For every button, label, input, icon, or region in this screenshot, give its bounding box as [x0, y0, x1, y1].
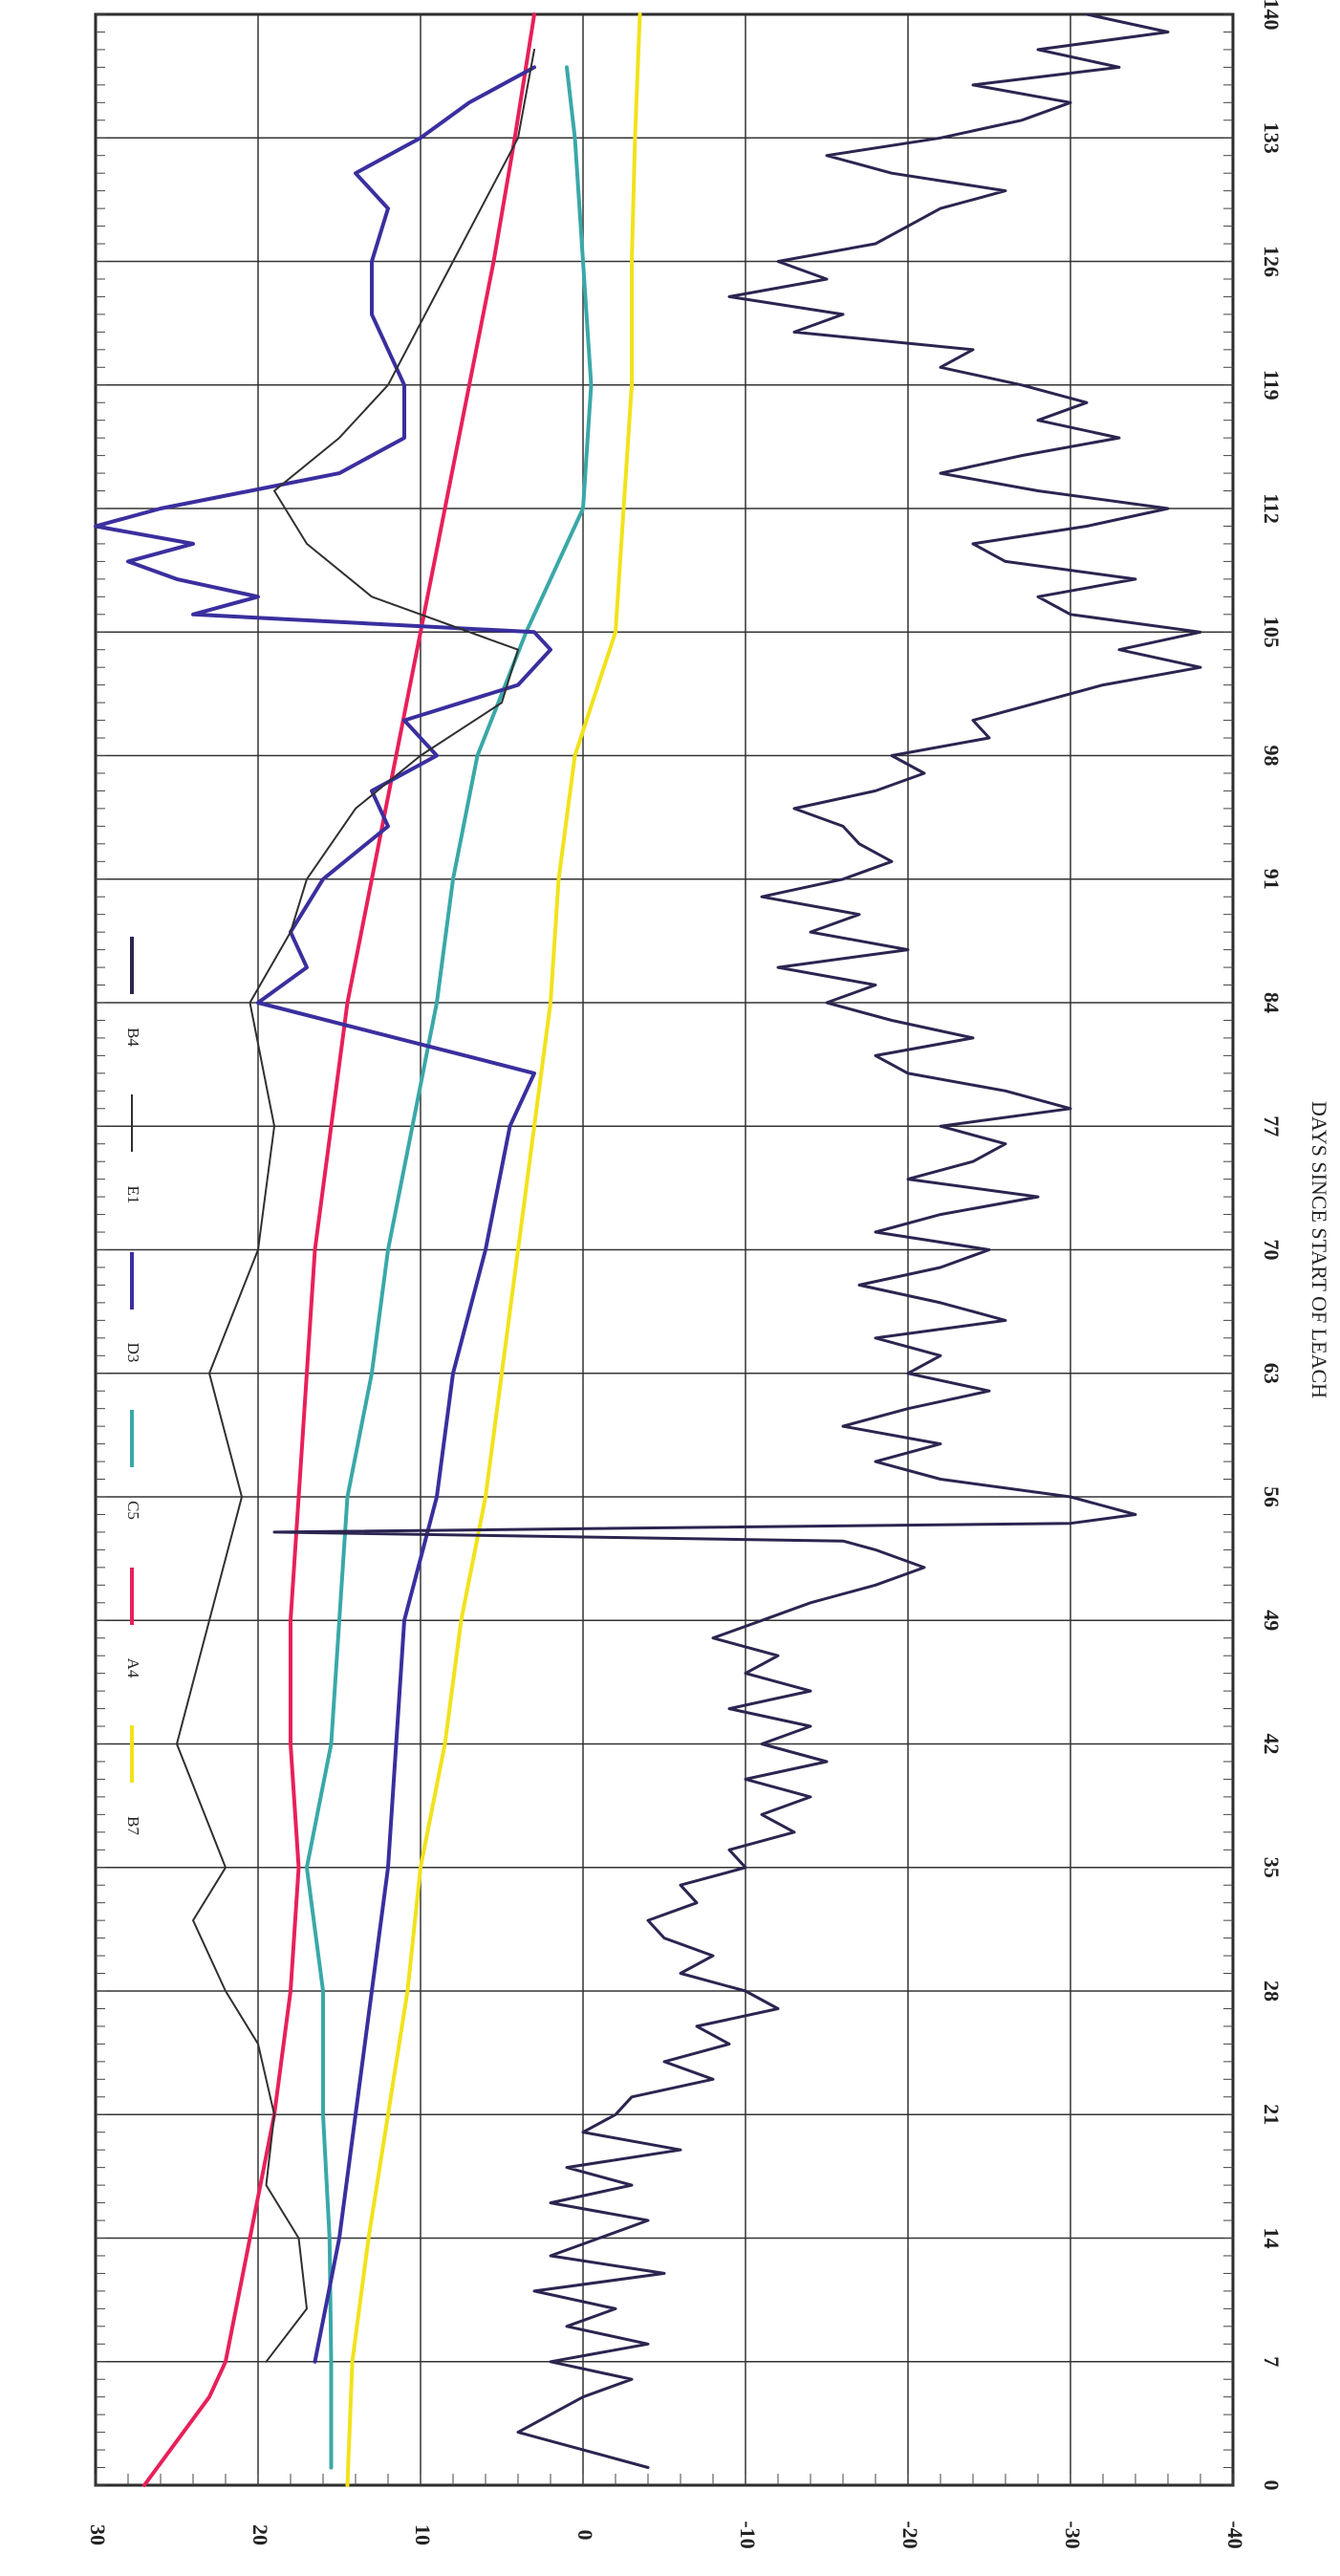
x-tick-label: 56: [1260, 1486, 1284, 1507]
x-tick-label: 42: [1260, 1734, 1284, 1755]
x-tick-label: 35: [1260, 1857, 1284, 1878]
x-tick-label: 105: [1260, 617, 1284, 648]
y-tick-label: -40: [1223, 2521, 1247, 2548]
x-tick-label: 63: [1260, 1363, 1284, 1384]
legend: B7 A4 C5 D3 E1 B4: [124, 937, 142, 1835]
series-d3-line: [94, 65, 552, 2364]
x-tick-label: 14: [1260, 2228, 1284, 2249]
x-tick-label: 112: [1260, 493, 1284, 524]
minor-ticks: [95, 13, 1234, 2486]
y-tick-label: -30: [1061, 2521, 1085, 2548]
series-c5-line: [305, 65, 594, 2470]
legend-label-b7: B7: [124, 1816, 142, 1835]
x-tick-label: 49: [1260, 1610, 1284, 1631]
x-tick-label: 126: [1260, 246, 1284, 277]
legend-label-c5: C5: [124, 1501, 142, 1520]
series-e1-line: [176, 48, 535, 2363]
series-b4-line: [272, 12, 1202, 2469]
grid: [95, 13, 1234, 2486]
legend-label-b4: B4: [124, 1028, 142, 1047]
x-tick-label: 7: [1260, 2356, 1284, 2367]
series-b7-line: [345, 12, 642, 2487]
x-tick-label: 77: [1260, 1115, 1284, 1136]
legend-label-e1: E1: [124, 1186, 142, 1204]
y-tick-label: -20: [898, 2521, 922, 2548]
x-axis-tick-labels: 0 7 14 21 28 35 42 49 56 63 70 77 84 91 98 105 112 119 126…: [1260, 0, 1284, 2491]
y-tick-label: 10: [411, 2524, 435, 2545]
x-axis-title: DAYS SINCE START OF LEACH: [1308, 1101, 1331, 1398]
x-tick-label: 119: [1260, 370, 1284, 400]
x-tick-label: 98: [1260, 746, 1284, 767]
x-tick-label: 84: [1260, 992, 1284, 1013]
y-tick-label: 0: [573, 2530, 597, 2541]
x-tick-label: 140: [1260, 0, 1284, 31]
x-tick-label: 91: [1260, 869, 1284, 890]
x-tick-label: 21: [1260, 2104, 1284, 2125]
series-a4-line: [142, 12, 536, 2487]
x-tick-label: 28: [1260, 1981, 1284, 2002]
y-tick-label: -10: [736, 2521, 760, 2548]
y-tick-label: 20: [249, 2524, 272, 2545]
x-tick-label: 0: [1260, 2480, 1284, 2491]
x-tick-label: 70: [1260, 1240, 1284, 1261]
legend-label-d3: D3: [124, 1343, 142, 1363]
series-layer: [94, 12, 1202, 2487]
legend-label-a4: A4: [124, 1658, 142, 1678]
y-axis-tick-labels: 30 20 10 0 -10 -20 -30 -40: [86, 2521, 1247, 2548]
x-tick-label: 133: [1260, 122, 1284, 154]
y-tick-label: 30: [86, 2524, 110, 2545]
